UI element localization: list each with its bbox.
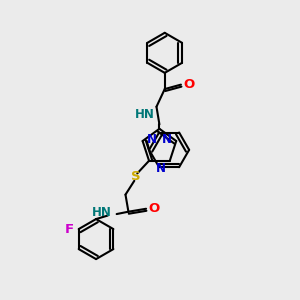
Text: N: N xyxy=(156,162,166,175)
Text: O: O xyxy=(183,78,194,91)
Text: F: F xyxy=(65,223,74,236)
Text: HN: HN xyxy=(92,206,112,219)
Text: HN: HN xyxy=(135,108,155,121)
Text: S: S xyxy=(131,170,141,184)
Text: N: N xyxy=(147,133,157,146)
Text: N: N xyxy=(162,133,172,146)
Text: O: O xyxy=(148,202,160,215)
